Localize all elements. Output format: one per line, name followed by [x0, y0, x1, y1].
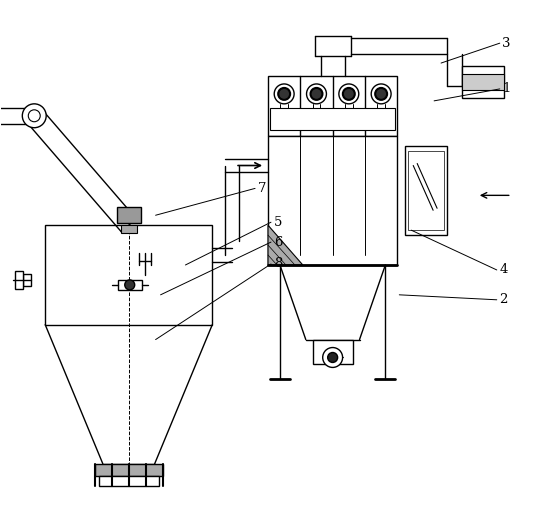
Bar	[408, 150, 444, 230]
Circle shape	[307, 84, 326, 104]
Bar	[117, 207, 140, 223]
Bar	[99, 476, 159, 486]
Text: 8: 8	[274, 257, 282, 270]
Bar	[462, 66, 504, 98]
Circle shape	[323, 348, 343, 367]
Bar	[45, 225, 212, 325]
Text: 3: 3	[502, 37, 511, 50]
Circle shape	[23, 104, 46, 128]
Text: 6: 6	[274, 235, 282, 248]
Bar	[268, 136, 397, 265]
Circle shape	[278, 88, 290, 100]
Bar	[270, 108, 396, 129]
Bar	[268, 76, 397, 136]
Bar	[405, 146, 447, 235]
Bar	[95, 464, 162, 476]
Text: 1: 1	[503, 82, 511, 96]
Circle shape	[28, 110, 40, 122]
Text: 2: 2	[500, 293, 508, 306]
Text: 4: 4	[500, 264, 508, 277]
Bar	[16, 271, 23, 289]
Circle shape	[375, 88, 387, 100]
Text: 5: 5	[274, 216, 282, 229]
Circle shape	[125, 280, 135, 290]
Circle shape	[371, 84, 391, 104]
Text: 7: 7	[258, 182, 266, 195]
Circle shape	[339, 84, 359, 104]
Circle shape	[274, 84, 294, 104]
Bar	[462, 74, 504, 90]
Circle shape	[343, 88, 355, 100]
Bar	[121, 225, 137, 233]
Polygon shape	[268, 225, 303, 265]
Circle shape	[327, 352, 338, 362]
Bar	[23, 274, 31, 286]
Bar	[118, 280, 142, 290]
Bar	[0, 108, 29, 124]
Bar	[313, 340, 353, 364]
Circle shape	[310, 88, 323, 100]
